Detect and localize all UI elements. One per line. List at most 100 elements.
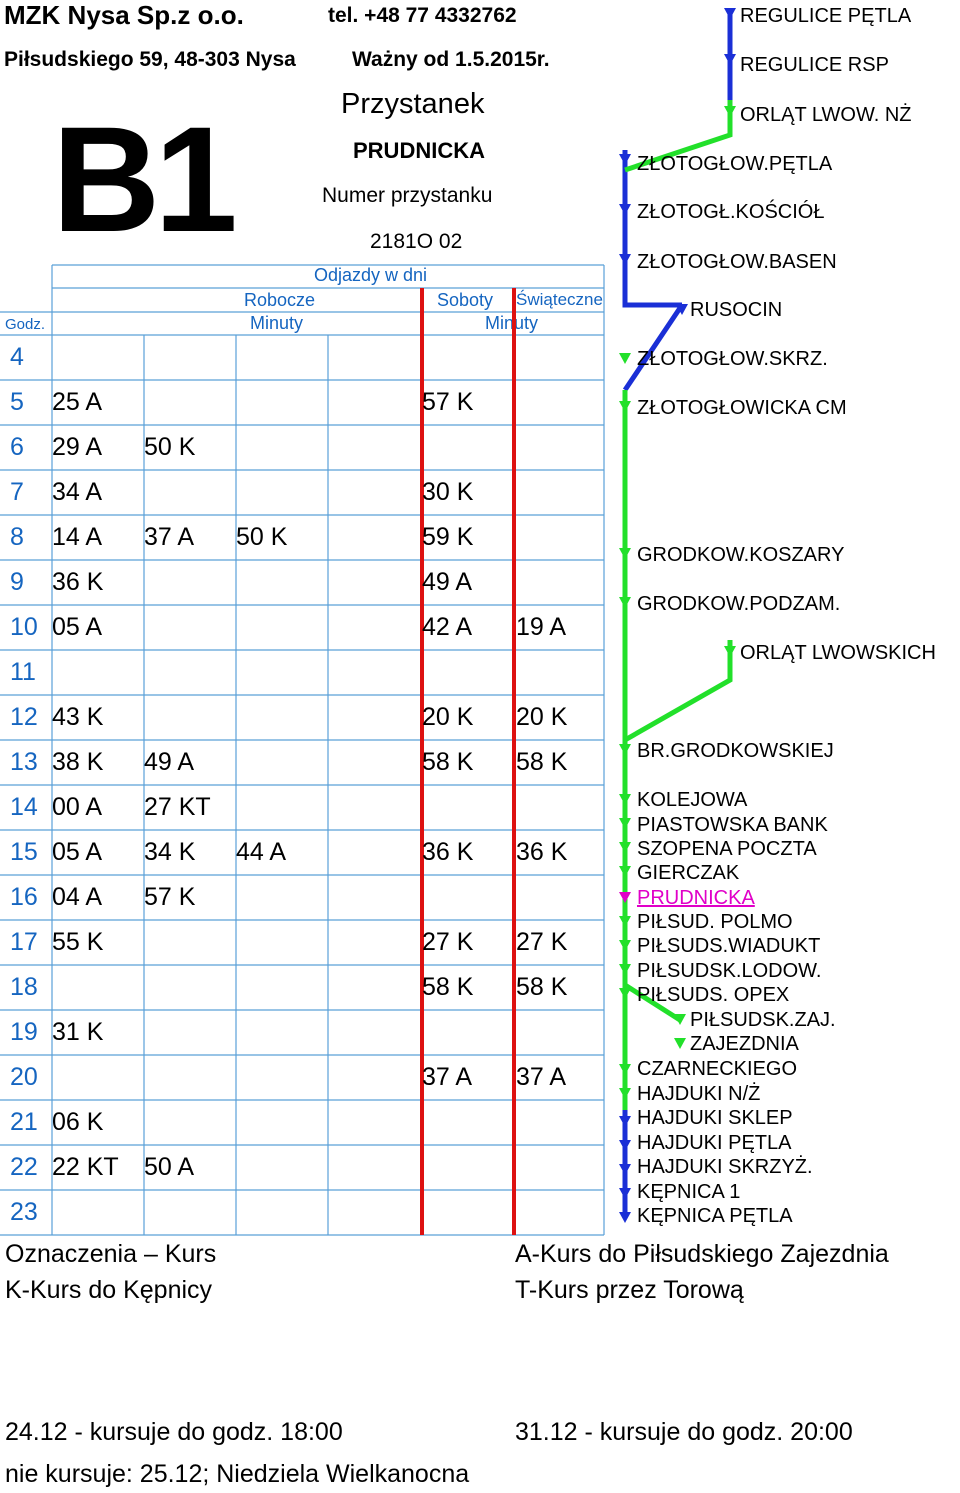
stop-marker <box>619 940 631 951</box>
weekday-departure: 04 A <box>52 883 103 911</box>
holiday-departure: 20 K <box>516 703 568 731</box>
saturday-departure: 20 K <box>422 703 474 731</box>
legend-a: A-Kurs do Piłsudskiego Zajezdnia <box>515 1240 889 1268</box>
weekday-departure: 57 K <box>144 883 196 911</box>
stop-marker <box>619 204 631 215</box>
stop-marker <box>619 1164 631 1175</box>
holiday-departure: 19 A <box>516 613 567 641</box>
stop-marker <box>619 988 631 999</box>
route-line-blue <box>622 303 685 392</box>
stop-label: KOLEJOWA <box>637 789 748 811</box>
legend-k: K-Kurs do Kępnicy <box>5 1276 213 1304</box>
note-no-service: nie kursuje: 25.12; Niedziela Wielkanocn… <box>5 1460 470 1488</box>
route-number: B1 <box>52 95 238 263</box>
weekday-departure: 50 K <box>144 433 196 461</box>
saturday-departure: 59 K <box>422 523 474 551</box>
saturday-departure: 58 K <box>422 973 474 1001</box>
stop-name: PRUDNICKA <box>353 138 485 163</box>
stop-marker <box>619 254 631 265</box>
hour-cell: 9 <box>10 568 24 596</box>
stop-marker <box>619 401 631 412</box>
minutes-label-weekend: Minuty <box>485 313 539 333</box>
stop-marker <box>674 1014 686 1025</box>
hour-cell: 14 <box>10 793 38 821</box>
note-dec31: 31.12 - kursuje do godz. 20:00 <box>515 1418 853 1446</box>
hour-cell: 23 <box>10 1198 38 1226</box>
minutes-label-weekdays: Minuty <box>250 313 304 333</box>
stop-marker <box>619 1140 631 1151</box>
holiday-departure: 36 K <box>516 838 568 866</box>
stop-label: PIŁSUDS.WIADUKT <box>637 935 821 957</box>
departures-label: Odjazdy w dni <box>314 265 428 285</box>
legend-t: T-Kurs przez Torową <box>515 1276 744 1304</box>
weekday-departure: 50 K <box>236 523 288 551</box>
hour-cell: 11 <box>10 658 36 686</box>
weekday-departure: 31 K <box>52 1018 104 1046</box>
weekday-departure: 06 K <box>52 1108 104 1136</box>
saturday-departure: 27 K <box>422 928 474 956</box>
stop-label: REGULICE RSP <box>740 54 889 76</box>
weekday-departure: 37 A <box>144 523 195 551</box>
hour-cell: 22 <box>10 1153 38 1181</box>
hour-cell: 10 <box>10 613 38 641</box>
saturday-departure: 37 A <box>422 1063 473 1091</box>
stop-marker <box>619 1088 631 1099</box>
stop-label: HAJDUKI N/Ż <box>637 1083 761 1105</box>
stop-label: HAJDUKI PĘTLA <box>637 1132 792 1154</box>
stop-marker <box>619 866 631 877</box>
hour-cell: 15 <box>10 838 38 866</box>
hour-cell: 12 <box>10 703 38 731</box>
hour-cell: 17 <box>10 928 38 956</box>
stop-label-current: PRUDNICKA <box>637 887 755 909</box>
stop-label: PIŁSUDSK.ZAJ. <box>690 1009 836 1031</box>
stop-number-label: Numer przystanku <box>322 184 493 207</box>
stop-marker <box>619 1188 631 1199</box>
stop-marker <box>619 1212 631 1223</box>
weekday-departure: 00 A <box>52 793 103 821</box>
hour-cell: 7 <box>10 478 24 506</box>
stop-label: KĘPNICA PĘTLA <box>637 1205 793 1227</box>
stop-marker <box>619 548 631 559</box>
stop-marker <box>724 54 736 65</box>
saturday-departure: 36 K <box>422 838 474 866</box>
stop-marker <box>619 353 631 364</box>
stop-label: ZŁOTOGŁOW.BASEN <box>637 251 837 273</box>
stop-label: ORLĄT LWOW. NŻ <box>740 104 912 126</box>
hour-cell: 5 <box>10 388 24 416</box>
stop-marker <box>619 154 631 165</box>
weekday-departure: 38 K <box>52 748 104 776</box>
stop-marker <box>619 916 631 927</box>
stop-label: REGULICE PĘTLA <box>740 5 912 27</box>
stop-label: ZAJEZDNIA <box>690 1033 799 1055</box>
weekday-departure: 05 A <box>52 838 103 866</box>
stop-marker <box>619 744 631 755</box>
stop-label: ZŁOTOGŁOWICKA CM <box>637 397 847 419</box>
route-line-green <box>623 982 682 1023</box>
stop-marker <box>674 1038 686 1049</box>
stop-label: SZOPENA POCZTA <box>637 838 817 860</box>
route-line-green <box>623 640 733 743</box>
stop-label: CZARNECKIEGO <box>637 1058 798 1080</box>
stop-marker <box>724 8 736 19</box>
stop-label: GIERCZAK <box>637 862 740 884</box>
stop-label: ZŁOTOGŁ.KOŚCIÓŁ <box>637 201 825 223</box>
hour-cell: 21 <box>10 1108 38 1136</box>
weekday-departure: 14 A <box>52 523 103 551</box>
weekday-departure: 05 A <box>52 613 103 641</box>
stop-marker <box>619 892 631 903</box>
saturday-departure: 49 A <box>422 568 473 596</box>
company-phone: tel. +48 77 4332762 <box>328 4 517 27</box>
col-holidays-label: Świąteczne <box>516 290 603 309</box>
saturday-departure: 57 K <box>422 388 474 416</box>
stop-label: HAJDUKI SKRZYŻ. <box>637 1156 813 1178</box>
saturday-departure: 30 K <box>422 478 474 506</box>
stop-label: ZŁOTOGŁOW.SKRZ. <box>637 348 828 370</box>
weekday-departure: 34 A <box>52 478 103 506</box>
stop-label: HAJDUKI SKLEP <box>637 1107 793 1129</box>
stop-label: PIASTOWSKA BANK <box>637 814 828 836</box>
stop-label: GRODKOW.PODZAM. <box>637 593 841 615</box>
company-name: MZK Nysa Sp.z o.o. <box>4 0 244 30</box>
stop-label: ORLĄT LWOWSKICH <box>740 642 936 664</box>
hour-cell: 18 <box>10 973 38 1001</box>
